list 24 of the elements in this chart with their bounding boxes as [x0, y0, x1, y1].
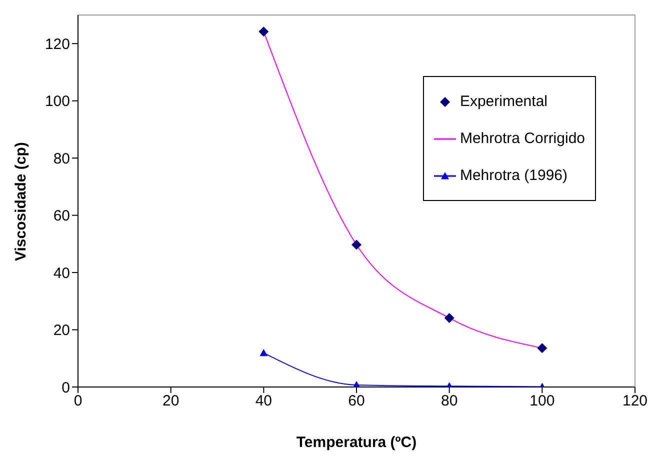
y-tick-label: 20: [53, 322, 70, 340]
y-tick-label: 80: [53, 150, 70, 168]
y-tick-label: 40: [53, 264, 70, 282]
x-tick-label: 20: [162, 392, 180, 410]
point: [444, 313, 454, 324]
legend-label: Mehrotra Corrigido: [460, 130, 585, 147]
x-tick-label: 80: [440, 392, 458, 410]
point: [537, 343, 548, 354]
legend-label: Mehrotra (1996): [460, 167, 568, 184]
y-axis-title: Viscosidade (cp): [12, 142, 30, 261]
x-axis-title: Temperatura (ºC): [296, 434, 417, 451]
x-tick-label: 120: [622, 392, 648, 410]
y-tick-label: 60: [53, 208, 70, 225]
y-tick-label: 120: [44, 36, 70, 53]
point: [258, 26, 269, 37]
x-tick-label: 0: [74, 392, 82, 410]
point: [352, 240, 362, 250]
y-tick-label: 100: [44, 93, 70, 110]
x-tick-label: 60: [348, 392, 365, 410]
x-tick-label: 100: [530, 392, 555, 410]
y-tick-label: 0: [62, 379, 70, 396]
legend-label: Experimental: [460, 93, 548, 110]
point: [260, 348, 268, 356]
x-tick-label: 40: [255, 392, 272, 410]
